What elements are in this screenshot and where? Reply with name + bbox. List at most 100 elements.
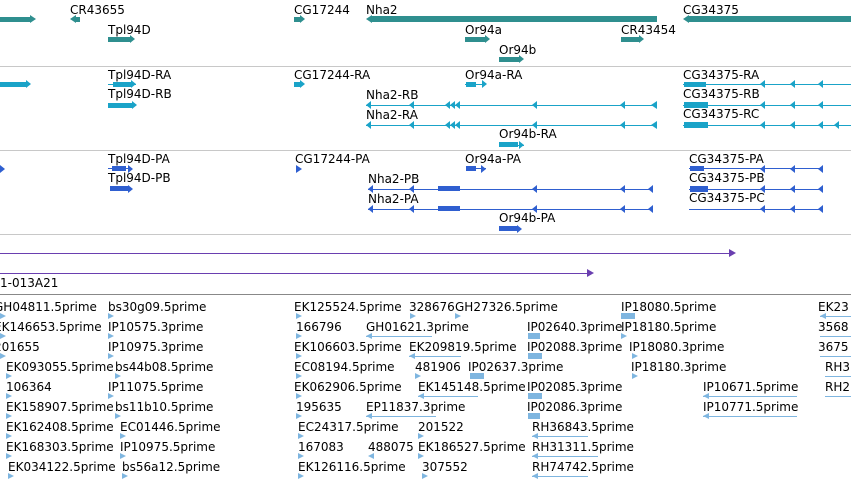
est-feature[interactable]: [470, 373, 484, 379]
est-feature[interactable]: [528, 393, 542, 399]
est-label[interactable]: 307552: [422, 460, 468, 474]
est-label[interactable]: IP10671.5prime: [703, 380, 799, 394]
est-label[interactable]: EK145148.5prime: [418, 380, 526, 394]
est-label[interactable]: EK162408.5prime: [6, 420, 114, 434]
est-label[interactable]: IP18080.5prime: [621, 300, 717, 314]
est-label[interactable]: 106364: [6, 380, 52, 394]
transcript-label[interactable]: CG34375-RA: [683, 68, 760, 82]
est-label[interactable]: 201655: [0, 340, 40, 354]
est-label[interactable]: EK186527.5prime: [418, 440, 526, 454]
est-label[interactable]: RH2: [825, 380, 850, 394]
est-label[interactable]: IP02088.3prime: [527, 340, 623, 354]
est-label[interactable]: 3675: [818, 340, 849, 354]
est-label[interactable]: IP02086.3prime: [527, 400, 623, 414]
est-line[interactable]: [703, 396, 797, 397]
clone-line[interactable]: [0, 273, 587, 274]
protein-label[interactable]: Or94b-PA: [499, 211, 556, 225]
est-label[interactable]: EK125524.5prime: [294, 300, 402, 314]
est-line[interactable]: [703, 416, 797, 417]
cds[interactable]: [466, 166, 476, 171]
cds[interactable]: [110, 186, 128, 191]
est-line[interactable]: [532, 436, 588, 437]
est-label[interactable]: IP18180.5prime: [621, 320, 717, 334]
est-label[interactable]: EK158907.5prime: [6, 400, 114, 414]
est-label[interactable]: bs44b08.5prime: [115, 360, 214, 374]
protein-label[interactable]: Or94a-PA: [465, 152, 522, 166]
exon[interactable]: [113, 82, 131, 87]
exon[interactable]: [684, 82, 706, 87]
cds[interactable]: [112, 166, 126, 171]
est-line[interactable]: [820, 316, 851, 317]
est-label[interactable]: bs30g09.5prime: [108, 300, 207, 314]
est-label[interactable]: EC08194.5prime: [294, 360, 395, 374]
protein-label[interactable]: CG17244-PA: [295, 152, 370, 166]
est-label[interactable]: EK168303.5prime: [6, 440, 114, 454]
exon[interactable]: [684, 102, 708, 108]
protein-label[interactable]: Tpl94D-PA: [108, 152, 170, 166]
exon[interactable]: [108, 103, 132, 108]
clone-label[interactable]: 1-013A21: [0, 276, 59, 290]
est-feature[interactable]: [528, 353, 542, 359]
est-line[interactable]: [366, 336, 432, 337]
gene-feature[interactable]: [621, 37, 639, 42]
gene-label[interactable]: Or94a: [465, 23, 503, 37]
est-label[interactable]: EP11837.3prime: [366, 400, 466, 414]
est-label[interactable]: RH3: [825, 360, 850, 374]
est-line[interactable]: [366, 416, 436, 417]
transcript-label[interactable]: Nha2-RA: [366, 108, 418, 122]
transcript-label[interactable]: CG17244-RA: [294, 68, 371, 82]
est-label[interactable]: IP02085.3prime: [527, 380, 623, 394]
exon[interactable]: [684, 122, 708, 128]
transcript-label[interactable]: Nha2-RB: [366, 88, 419, 102]
protein-label[interactable]: Nha2-PB: [368, 172, 420, 186]
est-label[interactable]: EK146653.5prime: [0, 320, 102, 334]
est-label[interactable]: EK034122.5prime: [8, 460, 116, 474]
est-label[interactable]: 488075: [368, 440, 414, 454]
transcript-feature[interactable]: [0, 82, 26, 87]
exon[interactable]: [294, 82, 300, 87]
gene-feature[interactable]: [499, 57, 519, 62]
transcript-label[interactable]: Tpl94D-RB: [108, 87, 172, 101]
gene-feature[interactable]: [465, 37, 485, 42]
est-label[interactable]: IP02640.3prime: [527, 320, 623, 334]
gene-label[interactable]: CR43655: [70, 3, 125, 17]
est-label[interactable]: 195635: [296, 400, 342, 414]
est-label[interactable]: 3568: [818, 320, 849, 334]
est-line[interactable]: [418, 396, 478, 397]
cds[interactable]: [690, 186, 708, 192]
est-label[interactable]: RH36843.5prime: [532, 420, 634, 434]
est-label[interactable]: EK062906.5prime: [294, 380, 402, 394]
transcript-label[interactable]: Or94a-RA: [465, 68, 523, 82]
protein-label[interactable]: Nha2-PA: [368, 192, 419, 206]
est-label[interactable]: bs56a12.5prime: [122, 460, 221, 474]
cds[interactable]: [499, 226, 517, 231]
gene-label[interactable]: CR43454: [621, 23, 676, 37]
est-feature[interactable]: [528, 413, 540, 419]
gene-label[interactable]: Tpl94D: [108, 23, 151, 37]
gene-label[interactable]: Nha2: [366, 3, 398, 17]
gene-feature[interactable]: [294, 17, 300, 22]
est-line[interactable]: [532, 476, 588, 477]
transcript-label[interactable]: CG34375-RC: [683, 107, 760, 121]
gene-label[interactable]: CG17244: [294, 3, 350, 17]
gene-feature[interactable]: [108, 37, 130, 42]
cds[interactable]: [438, 206, 460, 211]
est-label[interactable]: IP18080.3prime: [629, 340, 725, 354]
est-label[interactable]: GH01621.3prime: [366, 320, 469, 334]
est-label[interactable]: EC24317.5prime: [298, 420, 399, 434]
est-label[interactable]: GH27326.5prime: [455, 300, 558, 314]
exon[interactable]: [466, 82, 476, 87]
est-label[interactable]: GH04811.5prime: [0, 300, 97, 314]
transcript-label[interactable]: CG34375-RB: [683, 87, 760, 101]
cds[interactable]: [438, 186, 460, 191]
exon[interactable]: [499, 142, 518, 147]
est-feature[interactable]: [528, 333, 540, 339]
protein-label[interactable]: CG34375-PA: [689, 152, 764, 166]
est-label[interactable]: 201522: [418, 420, 464, 434]
est-label[interactable]: 167083: [298, 440, 344, 454]
protein-label[interactable]: CG34375-PB: [689, 171, 765, 185]
est-label[interactable]: RH31311.5prime: [532, 440, 634, 454]
transcript-label[interactable]: Or94b-RA: [499, 127, 557, 141]
est-label[interactable]: 481906: [415, 360, 461, 374]
cds[interactable]: [690, 166, 704, 171]
